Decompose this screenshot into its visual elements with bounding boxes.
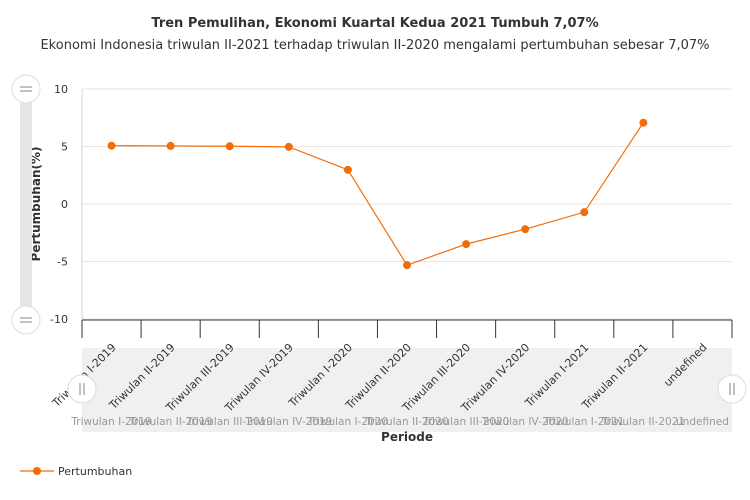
series-line-pertumbuhan: [111, 122, 644, 266]
x-scrollbar-handle[interactable]: [67, 374, 97, 404]
data-point[interactable]: [639, 118, 648, 127]
data-point[interactable]: [462, 240, 471, 249]
y-tick-label: 5: [61, 141, 68, 154]
chart-title: Tren Pemulihan, Ekonomi Kuartal Kedua 20…: [151, 16, 599, 31]
data-point[interactable]: [580, 208, 589, 217]
legend-label: Pertumbuhan: [58, 464, 133, 478]
navigator-label: Triwulan II-2021: [601, 416, 685, 428]
legend-swatch: [20, 467, 54, 475]
chart-subtitle: Ekonomi Indonesia triwulan II-2021 terha…: [40, 38, 710, 53]
navigator-band: [82, 348, 732, 432]
x-scrollbar-handle[interactable]: [717, 374, 747, 404]
navigator-label: Triwulan II-2019: [128, 416, 212, 428]
data-point[interactable]: [284, 142, 293, 151]
navigator-label: Triwulan IV-2020: [481, 416, 569, 428]
y-tick-label: 0: [61, 198, 68, 211]
y-scrollbar-handle[interactable]: [11, 74, 41, 104]
y-tick-label: 10: [54, 83, 68, 96]
data-point[interactable]: [403, 261, 411, 270]
data-point[interactable]: [107, 141, 116, 150]
data-point[interactable]: [225, 142, 234, 151]
navigator-label: undefined: [676, 416, 729, 428]
y-axis-label: Pertumbuhan(%): [29, 147, 43, 262]
navigator-label: Triwulan II-2020: [364, 416, 448, 428]
y-scrollbar-track[interactable]: [20, 89, 32, 320]
x-axis-label: Periode: [381, 430, 433, 444]
data-point[interactable]: [343, 165, 352, 174]
navigator-label: Triwulan IV-2019: [244, 416, 332, 428]
navigator-label: Triwulan III-2020: [422, 416, 510, 428]
legend[interactable]: Pertumbuhan: [20, 464, 132, 478]
y-scrollbar-handle[interactable]: [11, 305, 41, 335]
navigator-label: Triwulan I-2020: [307, 416, 388, 428]
navigator-label: Triwulan I-2019: [70, 416, 151, 428]
y-tick-label: -10: [50, 313, 68, 326]
navigator-label: Triwulan III-2019: [185, 416, 273, 428]
navigator-label: Triwulan I-2021: [543, 416, 624, 428]
y-tick-label: -5: [57, 256, 68, 269]
data-point[interactable]: [521, 225, 530, 234]
data-point[interactable]: [166, 141, 175, 150]
